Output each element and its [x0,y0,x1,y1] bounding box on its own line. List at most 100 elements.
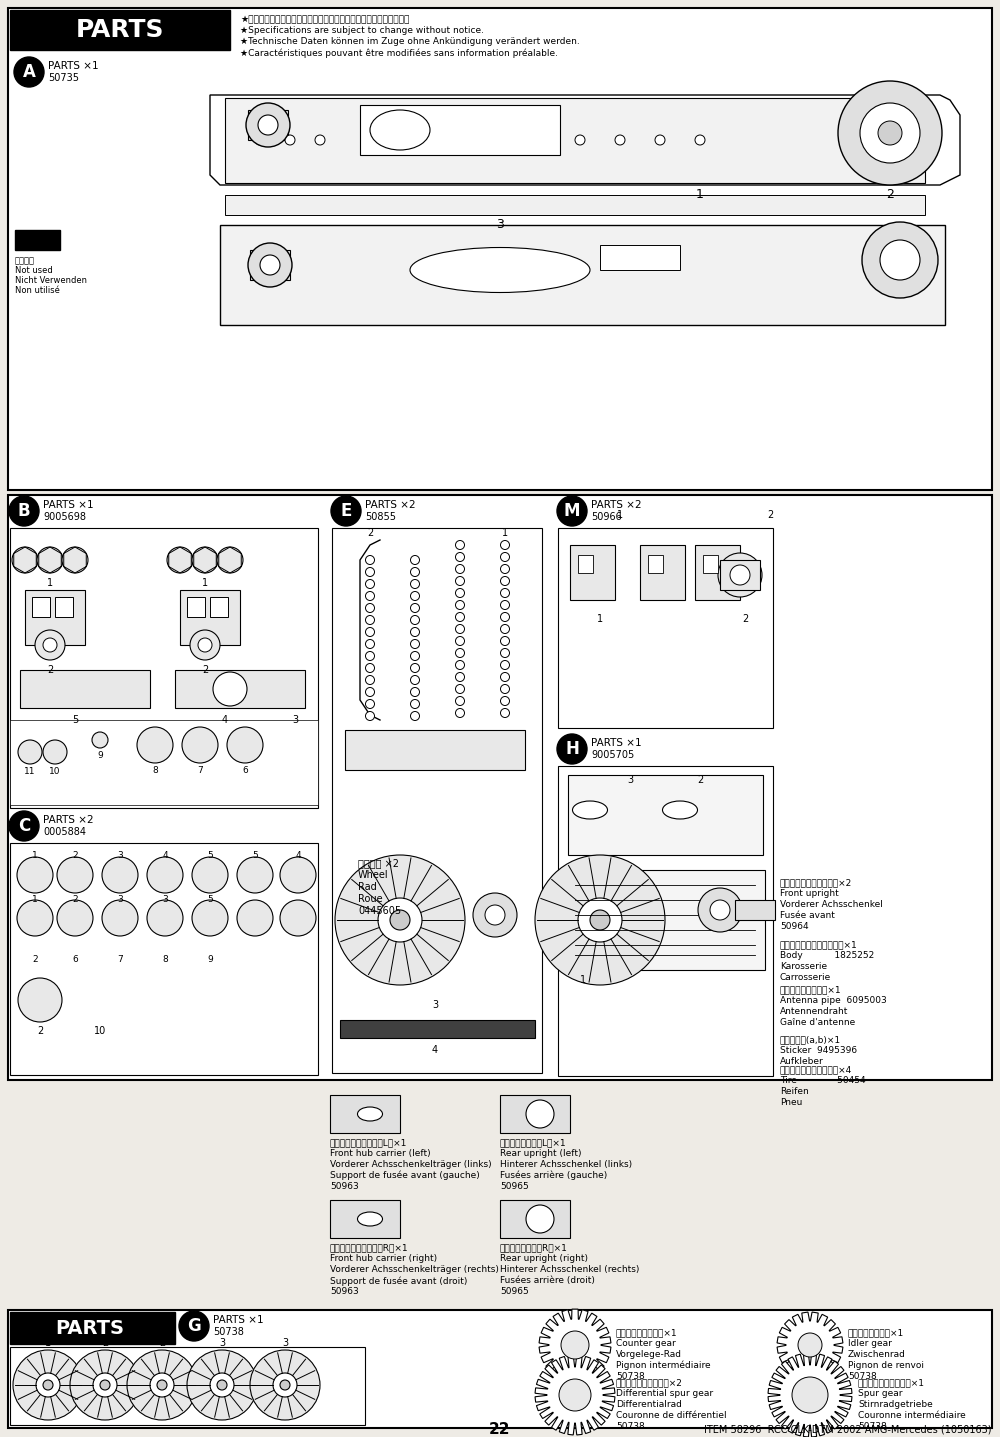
Text: ステッカー(a,b)×1: ステッカー(a,b)×1 [780,1035,841,1045]
Text: 22: 22 [489,1423,511,1437]
Circle shape [695,135,705,145]
Bar [330,1200,400,1239]
Text: Fusées arrière (droit): Fusées arrière (droit) [500,1276,595,1285]
Circle shape [456,552,464,562]
Circle shape [411,628,420,637]
Bar [8,494,992,1081]
Bar [578,555,593,573]
Bar [568,775,763,855]
Text: ★Caractéristiques pouvant être modifiées sans information préalable.: ★Caractéristiques pouvant être modifiées… [240,47,558,57]
Circle shape [456,661,464,670]
Circle shape [102,856,138,892]
Circle shape [501,661,510,670]
Text: ★Technische Daten können im Zuge ohne Ankündigung verändert werden.: ★Technische Daten können im Zuge ohne An… [240,37,580,46]
Text: Front upright: Front upright [780,890,839,898]
Text: 4: 4 [295,852,301,861]
Text: A: A [23,63,35,80]
Text: Front hub carrier (right): Front hub carrier (right) [330,1255,437,1263]
Circle shape [213,673,247,706]
Text: Not used: Not used [15,266,53,274]
Circle shape [501,625,510,634]
Text: Carrosserie: Carrosserie [780,973,831,981]
Text: 2: 2 [159,1338,165,1348]
Circle shape [237,900,273,935]
Circle shape [227,727,263,763]
Text: 2: 2 [742,614,748,624]
Circle shape [217,1380,227,1390]
Text: B: B [18,502,30,520]
Circle shape [35,629,65,660]
Text: Roue: Roue [358,894,383,904]
Circle shape [366,615,374,625]
Bar [187,596,205,616]
Text: 8: 8 [152,766,158,775]
Ellipse shape [358,1211,382,1226]
Circle shape [366,700,374,708]
Text: 3: 3 [219,1338,225,1348]
Text: Sticker  9495396: Sticker 9495396 [780,1046,857,1055]
Ellipse shape [662,800,698,819]
Circle shape [557,734,587,764]
Text: PARTS ×1: PARTS ×1 [43,500,94,510]
Circle shape [137,727,173,763]
Circle shape [237,856,273,892]
Text: Aufkleber: Aufkleber [780,1058,824,1066]
Text: 4: 4 [432,1045,438,1055]
Circle shape [280,856,316,892]
Text: アンテナパイプ・・×1: アンテナパイプ・・×1 [780,984,842,994]
Text: Pignon intermédiaire: Pignon intermédiaire [616,1361,711,1371]
Text: Fusées arrière (gauche): Fusées arrière (gauche) [500,1171,607,1181]
Ellipse shape [358,1106,382,1121]
Circle shape [70,1349,140,1420]
Text: Rear upright (right): Rear upright (right) [500,1255,588,1263]
Text: Counter gear: Counter gear [616,1339,676,1348]
Text: 1: 1 [32,852,38,861]
Text: Wheel: Wheel [358,869,389,879]
Circle shape [258,115,278,135]
Bar [558,766,773,1076]
Circle shape [411,568,420,576]
Bar [32,596,50,616]
Bar [15,230,60,250]
Circle shape [92,731,108,749]
Circle shape [501,612,510,621]
Text: Front hub carrier (left): Front hub carrier (left) [330,1150,431,1158]
Bar [10,844,318,1075]
Text: 0445605: 0445605 [358,905,401,915]
Circle shape [248,243,292,287]
Circle shape [456,637,464,645]
Circle shape [167,547,193,573]
Text: PARTS ×2: PARTS ×2 [591,500,642,510]
Circle shape [147,900,183,935]
Text: リヤアップライトL・×1: リヤアップライトL・×1 [500,1138,567,1147]
Circle shape [150,1372,174,1397]
Circle shape [192,856,228,892]
Circle shape [378,898,422,943]
Circle shape [17,856,53,892]
Text: 3: 3 [162,895,168,904]
Circle shape [62,547,88,573]
Circle shape [366,675,374,684]
Circle shape [366,711,374,720]
Circle shape [190,629,220,660]
Circle shape [501,565,510,573]
Circle shape [411,664,420,673]
Circle shape [260,254,280,274]
Circle shape [456,697,464,706]
Text: 50965: 50965 [500,1183,529,1191]
Text: 50735: 50735 [48,73,79,83]
Text: 7: 7 [117,956,123,964]
Text: Support de fusée avant (droit): Support de fusée avant (droit) [330,1276,467,1286]
Text: 3: 3 [117,895,123,904]
Text: Vorgelege-Rad: Vorgelege-Rad [616,1349,682,1359]
Text: PARTS ×1: PARTS ×1 [48,60,99,70]
Bar [180,591,240,645]
Bar [25,591,85,645]
Text: Reifen: Reifen [780,1086,809,1096]
Circle shape [366,651,374,661]
Circle shape [366,579,374,589]
Circle shape [411,675,420,684]
Circle shape [526,1206,554,1233]
Circle shape [9,810,39,841]
Circle shape [366,604,374,612]
